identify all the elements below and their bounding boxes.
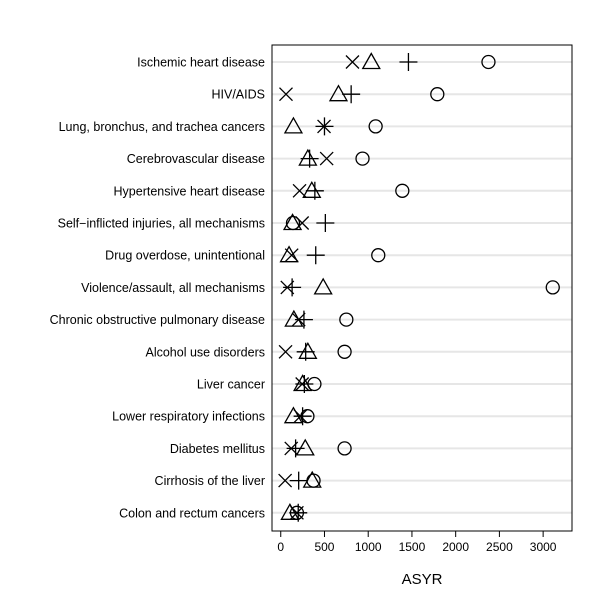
data-point-circle (337, 344, 352, 359)
category-label-cirrhosis-of-the-liver: Cirrhosis of the liver (155, 474, 265, 488)
data-point-x (280, 280, 295, 295)
data-point-circle (355, 151, 370, 166)
data-point-circle (371, 248, 386, 263)
x-tick-label: 0 (277, 540, 284, 554)
x-tick-label: 1000 (355, 540, 382, 554)
data-point-plus (286, 439, 305, 458)
category-label-chronic-obstructive-pulmonary-disease: Chronic obstructive pulmonary disease (50, 313, 265, 327)
data-point-triangle (280, 502, 300, 520)
data-point-x (284, 248, 299, 263)
category-label-violence-assault-all-mechanisms: Violence/assault, all mechanisms (81, 281, 265, 295)
data-point-x (289, 505, 304, 520)
x-tick-label: 2000 (442, 540, 469, 554)
data-point-triangle (361, 52, 381, 70)
category-labels: Ischemic heart disease HIV/AIDS Lung, bron… (50, 56, 265, 521)
data-point-x (284, 441, 299, 456)
data-point-x (345, 55, 360, 69)
category-label-colon-and-rectum-cancers: Colon and rectum cancers (119, 506, 265, 520)
data-point-x (295, 216, 310, 230)
data-point-triangle (295, 438, 315, 456)
data-point-x (291, 312, 306, 327)
data-point-x (319, 151, 334, 166)
data-point-plus (283, 278, 302, 297)
x-tick-label: 2500 (486, 540, 513, 554)
data-point-circle (368, 119, 383, 134)
category-label-liver-cancer: Liver cancer (197, 378, 265, 392)
data-point-circle (395, 183, 410, 198)
data-point-plus (300, 149, 319, 168)
data-point-circle (339, 312, 354, 327)
data-point-x (293, 409, 308, 424)
data-point-x (278, 473, 293, 488)
data-point-triangle (302, 180, 322, 198)
category-label-drug-overdose-unintentional: Drug overdose, unintentional (105, 249, 265, 263)
data-point-plus (295, 375, 314, 393)
data-point-plus (305, 181, 324, 200)
data-point-triangle (298, 341, 318, 359)
data-point-circle (481, 54, 496, 70)
category-label-diabetes-mellitus: Diabetes mellitus (170, 442, 265, 456)
data-point-plus (289, 503, 308, 522)
data-point-x (295, 377, 310, 391)
category-label-hypertensive-heart-disease: Hypertensive heart disease (114, 184, 266, 198)
data-point-plus (316, 214, 335, 232)
data-point-triangle (283, 406, 304, 424)
data-points (278, 52, 560, 522)
data-point-x (317, 119, 332, 134)
data-point-x (292, 183, 307, 198)
category-label-lower-respiratory-infections: Lower respiratory infections (112, 410, 265, 424)
data-point-x (278, 344, 293, 359)
data-point-circle (430, 87, 445, 102)
x-tick-label: 3000 (530, 540, 557, 554)
data-point-triangle (283, 116, 304, 134)
x-axis-ticks: 0 500 1000 1500 2000 2500 3000 (277, 531, 557, 554)
grid-lines (272, 61, 572, 514)
data-point-triangle (328, 84, 349, 102)
data-point-plus (296, 342, 315, 361)
category-label-self-inflicted-injuries-all-mechanisms: Self−inflicted injuries, all mechanisms (58, 217, 265, 231)
data-point-triangle (302, 470, 322, 488)
x-tick-label: 500 (314, 540, 334, 554)
category-label-cerebrovascular-disease: Cerebrovascular disease (127, 152, 265, 166)
plot-panel (271, 44, 573, 532)
data-point-plus (399, 53, 418, 71)
category-label-alcohol-use-disorders: Alcohol use disorders (145, 345, 265, 359)
x-tick-label: 1500 (399, 540, 426, 554)
category-label-hiv-aids: HIV/AIDS (212, 88, 266, 102)
data-point-triangle (282, 213, 303, 231)
data-point-triangle (298, 148, 318, 166)
data-point-plus (306, 246, 325, 265)
category-label-lung-bronchus-and-trachea-cancers: Lung, bronchus, and trachea cancers (59, 120, 265, 134)
data-point-x (279, 87, 293, 102)
category-label-ischemic-heart-disease: Ischemic heart disease (137, 56, 265, 70)
data-point-triangle (292, 374, 313, 392)
data-point-circle (337, 441, 352, 456)
x-axis-label: ASYR (402, 571, 443, 588)
data-point-plus (289, 471, 308, 490)
data-point-triangle (313, 277, 333, 295)
data-point-plus (293, 407, 312, 426)
data-point-plus (342, 85, 361, 104)
data-point-circle (545, 280, 560, 295)
